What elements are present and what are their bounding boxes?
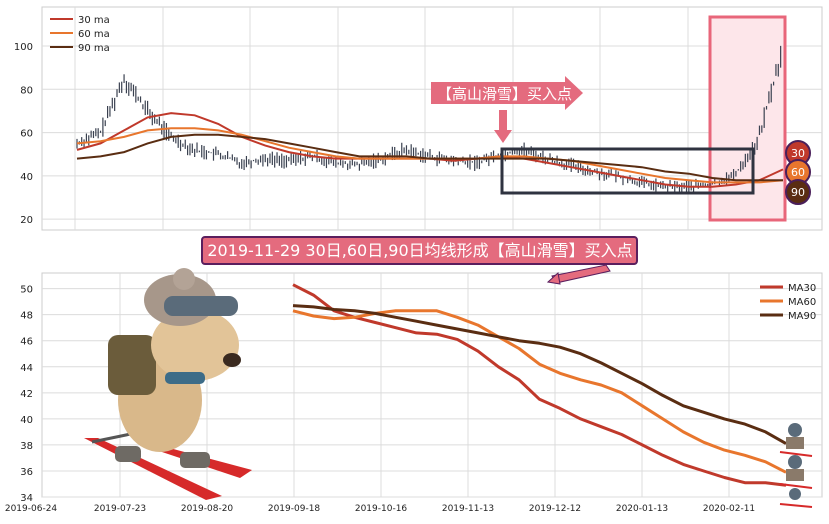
detail-ytick-label-4: 42 xyxy=(20,389,33,400)
dog-nose xyxy=(223,353,241,367)
overview-ma-lines xyxy=(76,112,784,188)
detail-ma-lines xyxy=(292,283,787,487)
hat-pompom xyxy=(173,268,195,290)
detail-ytick-label-1: 36 xyxy=(20,467,33,478)
legend-label-MA30: MA30 xyxy=(788,283,816,294)
detail-ytick-label-0: 34 xyxy=(20,493,33,504)
badge-30-label: 30 xyxy=(791,147,805,160)
mini-skier-3 xyxy=(789,488,801,500)
overview-line-90-ma xyxy=(76,133,783,182)
detail-legend: MA30 MA60 MA90 xyxy=(760,283,816,322)
mini-skier-1 xyxy=(788,423,802,437)
backpack xyxy=(108,335,156,395)
ski-boot-right xyxy=(180,452,210,468)
detail-xtick-label-7: 2020-01-13 xyxy=(616,504,668,514)
overview-ytick-label-2: 60 xyxy=(20,129,33,140)
banner-text: 2019-11-29 30日,60日,90日均线形成【高山滑雪】买入点 xyxy=(207,241,632,260)
overview-ytick-label-0: 20 xyxy=(20,215,33,226)
detail-x-ticks: 2019-06-24 2019-07-23 2019-08-20 2019-09-18… xyxy=(5,504,755,514)
mini-skier-1-body xyxy=(786,437,804,449)
scarf xyxy=(165,372,205,384)
detail-line-MA30 xyxy=(292,283,787,487)
detail-ytick-label-3: 40 xyxy=(20,415,33,426)
detail-xtick-label-3: 2019-09-18 xyxy=(268,504,321,514)
mini-ski-1 xyxy=(779,451,813,457)
skiing-dog-illustration xyxy=(84,268,252,500)
highlight-region xyxy=(708,15,787,222)
mini-skier-2-body xyxy=(786,469,804,481)
mini-skier-2 xyxy=(788,455,802,469)
badge-90-label: 90 xyxy=(791,186,805,199)
detail-xtick-label-6: 2019-12-12 xyxy=(529,504,581,514)
down-arrow-icon xyxy=(494,110,512,143)
mini-ski-3 xyxy=(779,503,813,508)
buy-point-callout: 【高山滑雪】买入点 xyxy=(431,76,583,143)
legend-label-30ma: 30 ma xyxy=(78,15,110,26)
detail-xtick-label-8: 2020-02-11 xyxy=(703,504,755,514)
dog-head xyxy=(151,309,239,381)
overview-gridlines xyxy=(42,7,822,230)
detail-xtick-label-2: 2019-08-20 xyxy=(181,504,234,514)
legend-label-MA60: MA60 xyxy=(788,297,816,308)
detail-xtick-label-1: 2019-07-23 xyxy=(94,504,146,514)
detail-xtick-label-4: 2019-10-16 xyxy=(355,504,408,514)
detail-xtick-label-0: 2019-06-24 xyxy=(5,504,58,514)
badge-60-label: 60 xyxy=(791,166,805,179)
mini-skiers-icon xyxy=(779,423,813,508)
callout-text: 【高山滑雪】买入点 xyxy=(437,85,572,103)
legend-label-MA90: MA90 xyxy=(788,311,816,322)
callout-arrow-shape xyxy=(431,76,583,110)
detail-ytick-label-8: 50 xyxy=(20,285,33,296)
goggles xyxy=(164,296,238,316)
badge-90 xyxy=(785,179,811,205)
legend-label-60ma: 60 ma xyxy=(78,29,110,40)
detail-xtick-label-5: 2019-11-13 xyxy=(442,504,494,514)
overview-ytick-label-3: 80 xyxy=(20,85,33,96)
detail-ytick-label-6: 46 xyxy=(20,337,33,348)
detail-line-MA90 xyxy=(292,304,787,445)
banner-bg xyxy=(201,236,638,265)
main-banner: 2019-11-29 30日,60日,90日均线形成【高山滑雪】买入点 xyxy=(201,236,638,285)
detail-y-ticks: 34 36 38 40 42 44 46 48 50 xyxy=(20,285,33,504)
detail-ytick-label-2: 38 xyxy=(20,441,33,452)
overview-y-ticks: 20 40 60 80 100 xyxy=(14,42,33,226)
buy-zone-box xyxy=(500,147,755,195)
detail-ytick-label-5: 44 xyxy=(20,363,33,374)
overview-legend: 30 ma 60 ma 90 ma xyxy=(50,15,110,54)
legend-label-90ma: 90 ma xyxy=(78,43,110,54)
overview-ytick-label-4: 100 xyxy=(14,42,33,53)
ski-boot-left xyxy=(115,446,141,462)
detail-ytick-label-7: 48 xyxy=(20,311,33,322)
mini-ski-2 xyxy=(779,483,813,489)
banner-arrowhead-icon xyxy=(546,272,561,285)
ma-badges: 30 60 90 xyxy=(785,140,811,205)
overview-ytick-label-1: 40 xyxy=(20,172,33,183)
